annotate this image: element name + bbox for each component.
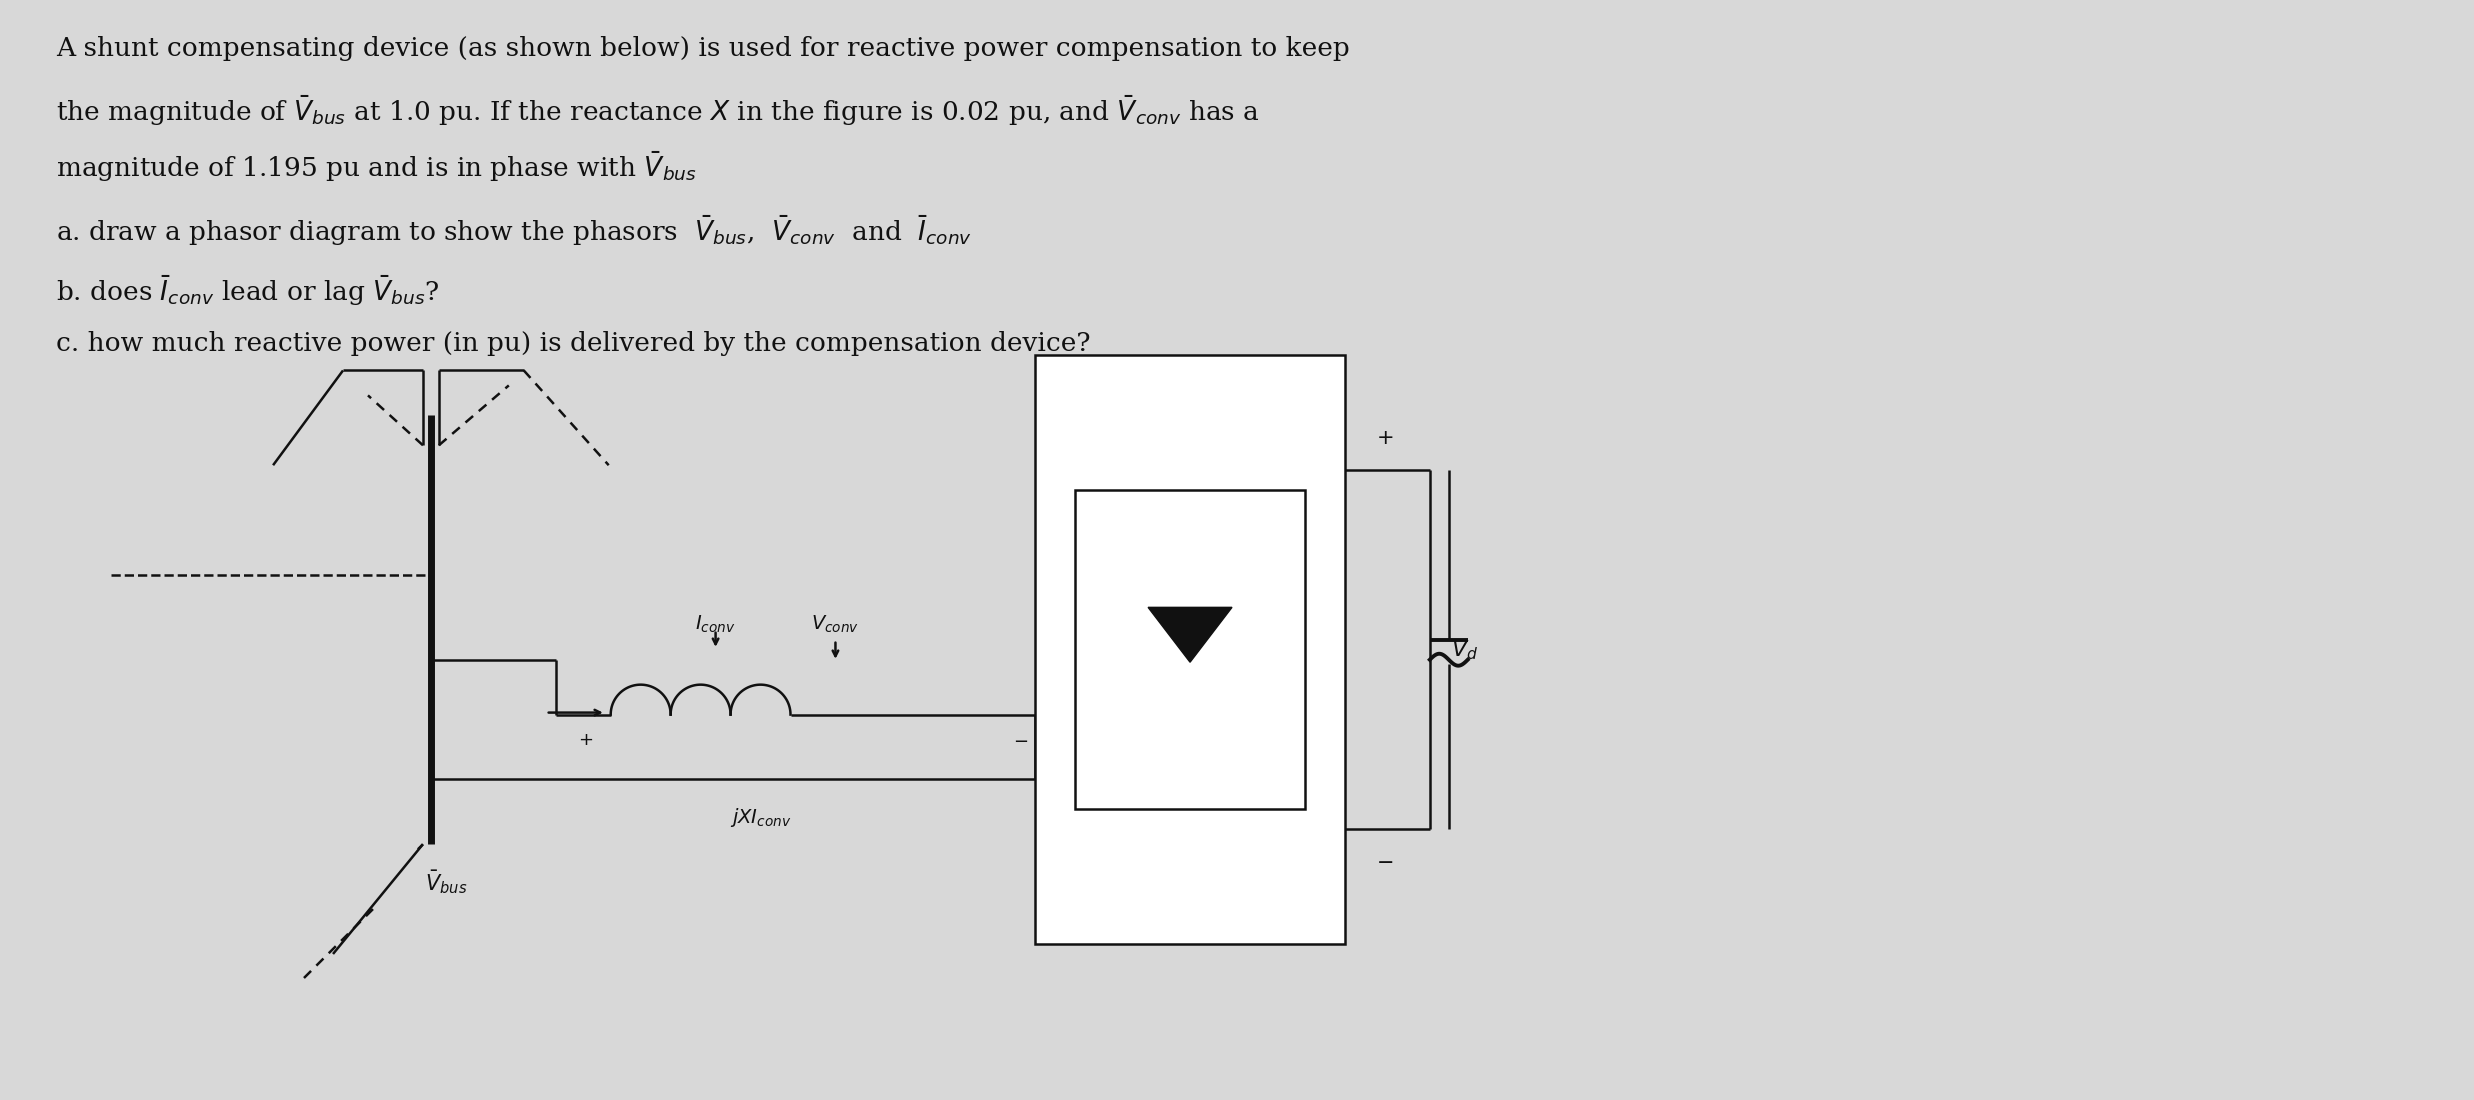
Text: $+$: $+$ — [579, 730, 594, 748]
Text: a. draw a phasor diagram to show the phasors  $\bar{V}_{bus}$,  $\bar{V}_{conv}$: a. draw a phasor diagram to show the pha… — [57, 213, 972, 249]
Text: $V_{conv}$: $V_{conv}$ — [811, 614, 858, 636]
Text: c. how much reactive power (in pu) is delivered by the compensation device?: c. how much reactive power (in pu) is de… — [57, 331, 1091, 355]
Text: $-$: $-$ — [1012, 730, 1027, 748]
Text: $jXI_{conv}$: $jXI_{conv}$ — [730, 806, 792, 828]
Text: $I_{conv}$: $I_{conv}$ — [695, 614, 735, 636]
Text: b. does $\bar{I}_{conv}$ lead or lag $\bar{V}_{bus}$?: b. does $\bar{I}_{conv}$ lead or lag $\b… — [57, 274, 440, 308]
Text: $\bar{V}_{bus}$: $\bar{V}_{bus}$ — [426, 868, 468, 896]
Text: $+$: $+$ — [1376, 429, 1393, 448]
Text: $-$: $-$ — [1376, 851, 1393, 871]
Bar — [1076, 491, 1304, 810]
Bar — [1034, 355, 1346, 944]
Text: magnitude of 1.195 pu and is in phase with $\bar{V}_{bus}$: magnitude of 1.195 pu and is in phase wi… — [57, 150, 698, 185]
Text: the magnitude of $\bar{V}_{bus}$ at 1.0 pu. If the reactance $X$ in the figure i: the magnitude of $\bar{V}_{bus}$ at 1.0 … — [57, 94, 1259, 128]
Text: A shunt compensating device (as shown below) is used for reactive power compensa: A shunt compensating device (as shown be… — [57, 36, 1351, 62]
Polygon shape — [1148, 607, 1232, 662]
Text: $V_d$: $V_d$ — [1452, 638, 1479, 661]
